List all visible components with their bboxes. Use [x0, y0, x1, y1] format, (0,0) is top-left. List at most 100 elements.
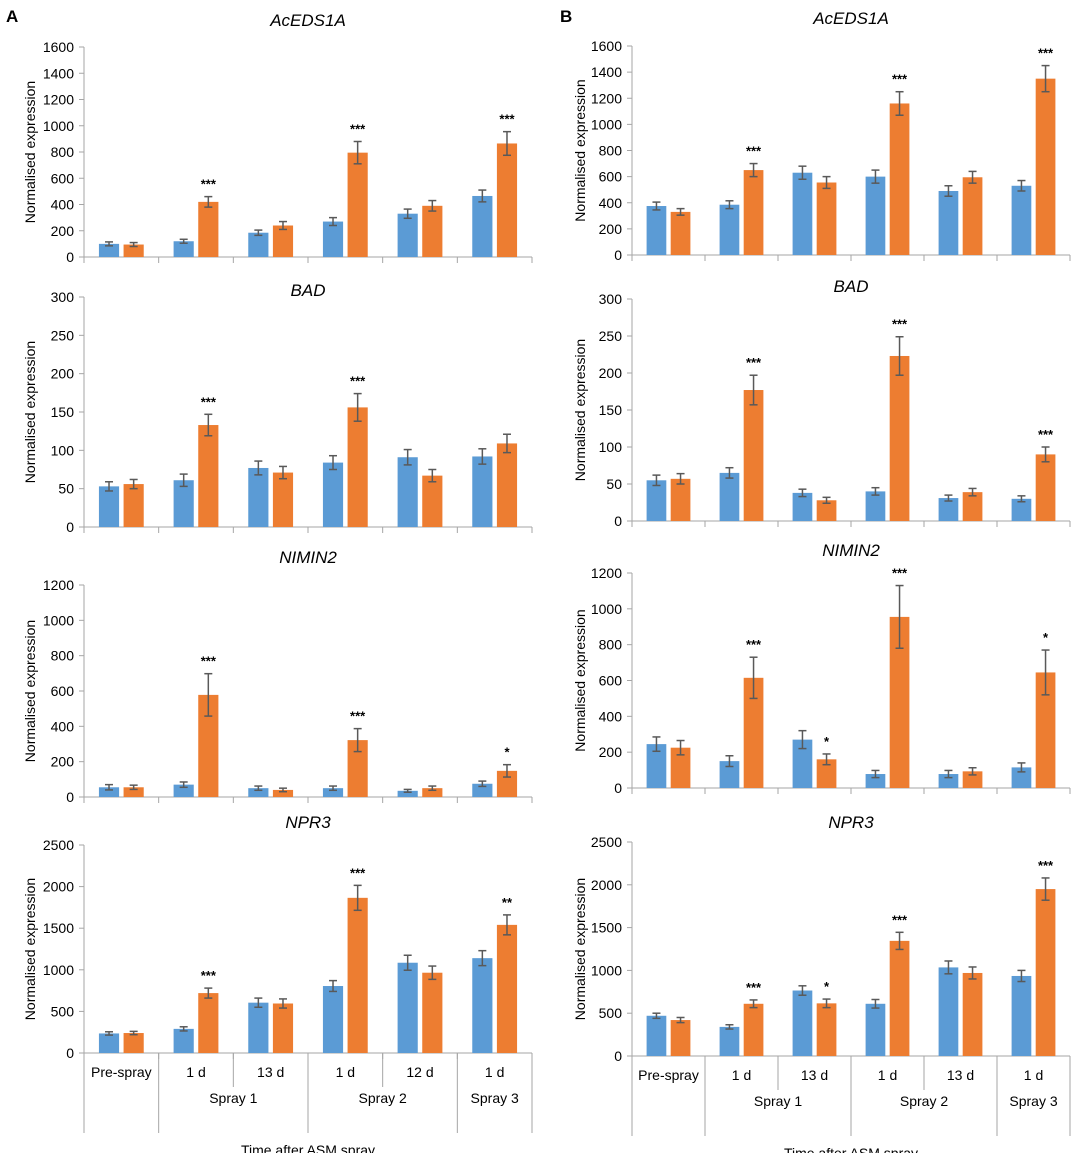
bar-orange — [123, 787, 144, 797]
spray-group-label: Spray 1 — [209, 1090, 257, 1106]
bar-blue — [865, 774, 886, 788]
bar-blue — [646, 206, 667, 255]
y-tick-label: 1400 — [591, 64, 622, 80]
bar-orange — [347, 897, 368, 1053]
chart-title: NPR3 — [285, 813, 331, 832]
y-tick-label: 1000 — [591, 601, 622, 617]
y-tick-label: 250 — [51, 327, 75, 343]
bar-orange — [272, 225, 294, 257]
bar-blue — [865, 176, 886, 255]
bar-orange — [1035, 672, 1056, 788]
y-tick-label: 800 — [599, 637, 623, 653]
bar-blue — [646, 1015, 667, 1056]
y-tick-label: 100 — [51, 442, 75, 458]
significance-label: *** — [201, 654, 217, 669]
chart-a-npr3: NPR3 Normalised expression 0 500 1000 1500 200… — [22, 813, 533, 1153]
x-tick-label: 1 d — [1024, 1067, 1043, 1083]
bar-blue — [322, 788, 344, 797]
significance-label: *** — [350, 709, 366, 724]
y-tick-label: 800 — [599, 143, 623, 159]
significance-label: * — [1043, 630, 1049, 645]
bar-blue — [792, 990, 813, 1056]
significance-label: *** — [892, 317, 908, 332]
significance-label: *** — [746, 980, 762, 995]
x-tick-label: 13 d — [947, 1067, 974, 1083]
bar-orange — [496, 770, 518, 797]
spray-group-label: Spray 3 — [471, 1090, 519, 1106]
significance-label: *** — [350, 865, 366, 880]
y-tick-label: 1000 — [43, 962, 74, 978]
bar-orange — [123, 484, 144, 527]
bar-blue — [1011, 498, 1032, 521]
significance-label: *** — [201, 394, 217, 409]
x-tick-label: 1 d — [485, 1064, 504, 1080]
bar-orange — [1035, 454, 1056, 521]
y-tick-label: 1000 — [43, 612, 74, 628]
spray-group-label: Spray 2 — [900, 1093, 948, 1109]
bar-orange — [816, 1003, 837, 1056]
y-tick-label: 0 — [614, 1048, 622, 1064]
x-tick-label: 1 d — [878, 1067, 897, 1083]
y-tick-label: 200 — [51, 223, 75, 239]
y-axis-label: Normalised expression — [572, 339, 588, 481]
chart-title: BAD — [291, 281, 326, 300]
bar-blue — [248, 1002, 269, 1053]
bar-blue — [98, 243, 120, 257]
bar-blue — [472, 456, 493, 527]
y-tick-label: 1500 — [591, 920, 622, 936]
x-tick-label: 1 d — [732, 1067, 751, 1083]
significance-label: *** — [499, 112, 515, 127]
y-tick-label: 0 — [614, 247, 622, 263]
bar-orange — [962, 492, 983, 521]
bar-orange — [816, 182, 837, 255]
chart-title: NPR3 — [828, 813, 874, 832]
chart-title: AcEDS1A — [812, 9, 889, 28]
y-tick-label: 50 — [58, 481, 74, 497]
chart-b-aceds1a: AcEDS1A Normalised expression 0 200 400 600 80… — [572, 9, 1071, 263]
bar-orange — [962, 972, 983, 1056]
chart-b-npr3: NPR3 Normalised expression 0 500 1000 1500 200… — [572, 813, 1071, 1153]
y-tick-label: 200 — [599, 365, 623, 381]
y-tick-label: 1200 — [591, 90, 622, 106]
y-tick-label: 200 — [51, 366, 75, 382]
y-tick-label: 1400 — [43, 65, 74, 81]
y-tick-label: 0 — [614, 780, 622, 796]
x-tick-label: Pre-spray — [638, 1067, 699, 1083]
bar-orange — [198, 425, 219, 527]
y-tick-label: 800 — [51, 144, 75, 160]
bar-blue — [248, 467, 269, 527]
bar-orange — [123, 244, 144, 257]
bar-blue — [98, 486, 120, 527]
y-axis-label: Normalised expression — [22, 878, 38, 1020]
bar-orange — [198, 201, 219, 257]
bar-orange — [743, 170, 764, 255]
y-tick-label: 0 — [614, 513, 622, 529]
significance-label: ** — [502, 895, 513, 910]
y-tick-label: 1000 — [591, 116, 622, 132]
y-tick-label: 0 — [66, 789, 74, 805]
chart-b-bad: BAD Normalised expression 0 50 100 150 200 250 3… — [572, 277, 1071, 529]
significance-label: *** — [350, 374, 366, 389]
chart-title: NIMIN2 — [279, 548, 337, 567]
bar-blue — [322, 462, 344, 527]
bar-orange — [272, 1003, 294, 1053]
bar-blue — [248, 232, 269, 257]
bar-orange — [743, 390, 764, 521]
y-tick-label: 600 — [51, 170, 75, 186]
y-tick-label: 150 — [51, 404, 75, 420]
bar-blue — [248, 788, 269, 797]
bar-blue — [1011, 185, 1032, 255]
x-tick-label: 12 d — [406, 1064, 433, 1080]
y-tick-label: 1000 — [43, 118, 74, 134]
bar-orange — [347, 740, 368, 797]
x-tick-label: 1 d — [186, 1064, 205, 1080]
x-axis-title: Time after ASM spray — [241, 1142, 375, 1153]
chart-b-nimin2: NIMIN2 Normalised expression 0 200 400 600 800… — [572, 541, 1071, 796]
bar-orange — [816, 759, 837, 788]
y-tick-label: 200 — [599, 221, 623, 237]
spray-group-label: Spray 2 — [359, 1090, 407, 1106]
bar-orange — [670, 478, 691, 521]
y-tick-label: 200 — [51, 754, 75, 770]
bar-orange — [422, 972, 443, 1053]
spray-group-label: Spray 3 — [1009, 1093, 1057, 1109]
